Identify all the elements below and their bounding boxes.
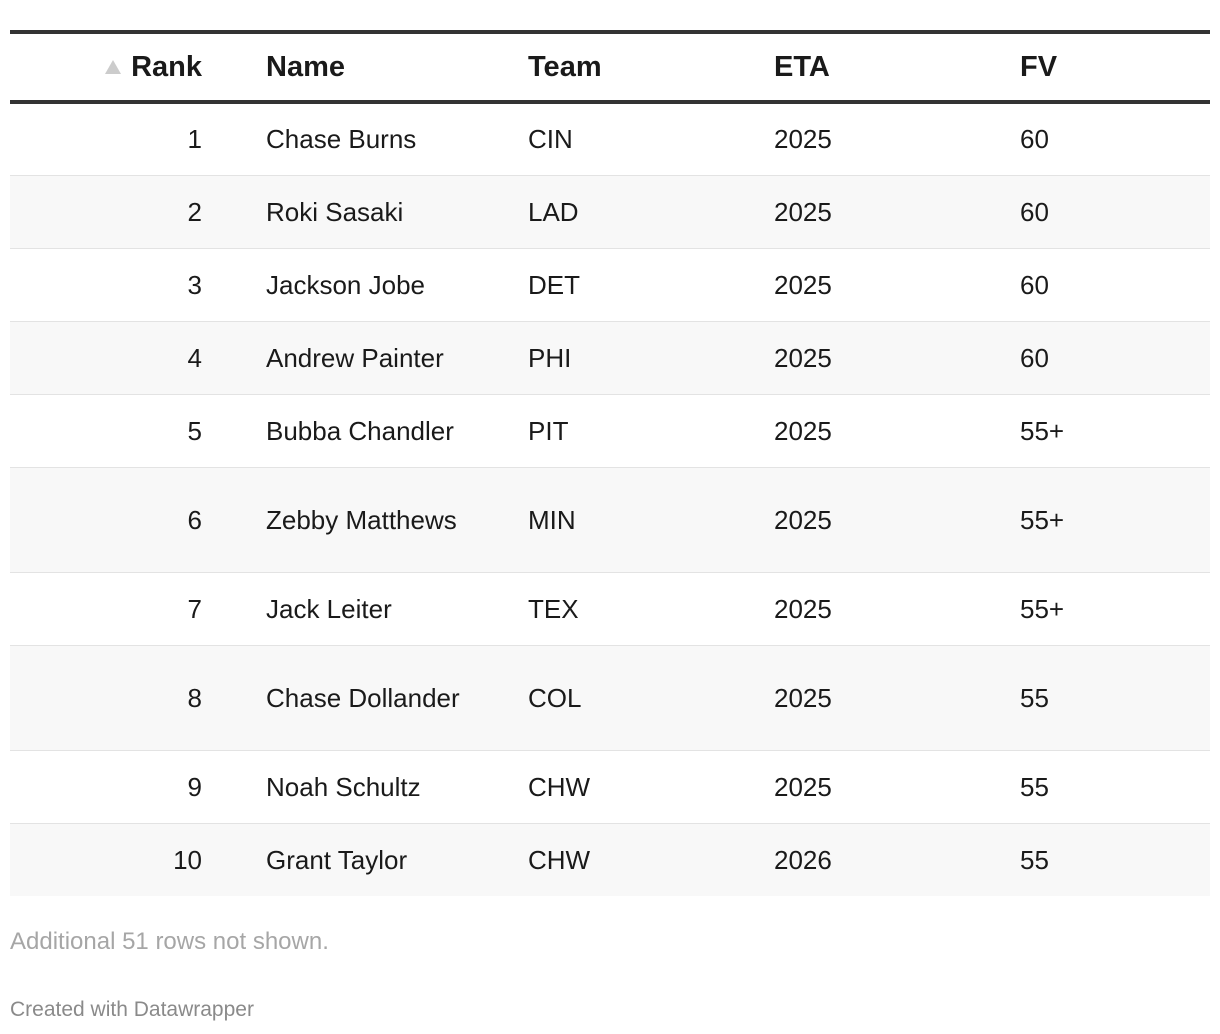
table-row: 1 Chase Burns CIN 2025 60: [10, 102, 1210, 176]
cell-name: Andrew Painter: [266, 321, 528, 395]
cell-gap: [202, 750, 266, 824]
cell-name: Bubba Chandler: [266, 394, 528, 468]
prospects-table: Rank Name Team ETA FV 1 Chase Burns CIN 202…: [10, 30, 1210, 896]
table-row: 5 Bubba Chandler PIT 2025 55+: [10, 394, 1210, 468]
cell-gap: [202, 572, 266, 646]
cell-team: CHW: [528, 750, 774, 824]
cell-fv: 55+: [1020, 572, 1210, 646]
cell-rank: 6: [10, 467, 202, 573]
table-row: 4 Andrew Painter PHI 2025 60: [10, 321, 1210, 395]
table-row: 9 Noah Schultz CHW 2025 55: [10, 750, 1210, 824]
column-header-name[interactable]: Name: [266, 30, 528, 104]
cell-team: COL: [528, 645, 774, 751]
cell-gap: [202, 248, 266, 322]
cell-fv: 60: [1020, 175, 1210, 249]
cell-team: LAD: [528, 175, 774, 249]
cell-rank: 3: [10, 248, 202, 322]
column-header-rank[interactable]: Rank: [10, 30, 202, 104]
cell-team: CHW: [528, 823, 774, 896]
cell-name: Chase Burns: [266, 102, 528, 176]
cell-rank: 1: [10, 102, 202, 176]
cell-team: MIN: [528, 467, 774, 573]
column-header-team[interactable]: Team: [528, 30, 774, 104]
cell-fv: 60: [1020, 102, 1210, 176]
cell-team: PHI: [528, 321, 774, 395]
cell-eta: 2025: [774, 248, 1020, 322]
cell-rank: 7: [10, 572, 202, 646]
cell-fv: 55: [1020, 750, 1210, 824]
cell-gap: [202, 175, 266, 249]
column-header-rank-label: Rank: [131, 50, 202, 83]
table-row: 7 Jack Leiter TEX 2025 55+: [10, 572, 1210, 646]
cell-eta: 2025: [774, 645, 1020, 751]
cell-rank: 8: [10, 645, 202, 751]
cell-rank: 2: [10, 175, 202, 249]
cell-gap: [202, 467, 266, 573]
table-row: 6 Zebby Matthews MIN 2025 55+: [10, 467, 1210, 573]
cell-team: DET: [528, 248, 774, 322]
cell-name: Jack Leiter: [266, 572, 528, 646]
cell-name: Zebby Matthews: [266, 467, 528, 573]
cell-fv: 55: [1020, 823, 1210, 896]
column-header-fv[interactable]: FV: [1020, 30, 1210, 104]
cell-name: Chase Dollander: [266, 645, 528, 751]
cell-gap: [202, 645, 266, 751]
cell-eta: 2025: [774, 394, 1020, 468]
cell-team: TEX: [528, 572, 774, 646]
column-gap: [202, 30, 266, 104]
table-body: 1 Chase Burns CIN 2025 60 2 Roki Sasaki LAD 2025…: [10, 102, 1210, 896]
cell-gap: [202, 102, 266, 176]
cell-eta: 2026: [774, 823, 1020, 896]
cell-rank: 4: [10, 321, 202, 395]
cell-eta: 2025: [774, 572, 1020, 646]
datawrapper-credit[interactable]: Created with Datawrapper: [10, 998, 254, 1021]
cell-eta: 2025: [774, 750, 1020, 824]
column-header-eta[interactable]: ETA: [774, 30, 1020, 104]
cell-team: CIN: [528, 102, 774, 176]
cell-rank: 5: [10, 394, 202, 468]
cell-fv: 60: [1020, 321, 1210, 395]
cell-eta: 2025: [774, 102, 1020, 176]
cell-name: Noah Schultz: [266, 750, 528, 824]
cell-gap: [202, 823, 266, 896]
cell-eta: 2025: [774, 175, 1020, 249]
table-container: Rank Name Team ETA FV 1 Chase Burns CIN 202…: [10, 30, 1210, 896]
table-footnote: Additional 51 rows not shown.: [10, 928, 329, 955]
table-row: 3 Jackson Jobe DET 2025 60: [10, 248, 1210, 322]
triangle-up-icon: [105, 59, 122, 74]
cell-gap: [202, 394, 266, 468]
table-header-row: Rank Name Team ETA FV: [10, 30, 1210, 104]
cell-team: PIT: [528, 394, 774, 468]
cell-gap: [202, 321, 266, 395]
table-row: 2 Roki Sasaki LAD 2025 60: [10, 175, 1210, 249]
cell-rank: 10: [10, 823, 202, 896]
cell-fv: 55: [1020, 645, 1210, 751]
cell-eta: 2025: [774, 467, 1020, 573]
table-row: 8 Chase Dollander COL 2025 55: [10, 645, 1210, 751]
cell-eta: 2025: [774, 321, 1020, 395]
cell-fv: 55+: [1020, 394, 1210, 468]
table-row: 10 Grant Taylor CHW 2026 55: [10, 823, 1210, 896]
cell-name: Grant Taylor: [266, 823, 528, 896]
cell-name: Roki Sasaki: [266, 175, 528, 249]
cell-rank: 9: [10, 750, 202, 824]
cell-name: Jackson Jobe: [266, 248, 528, 322]
cell-fv: 60: [1020, 248, 1210, 322]
cell-fv: 55+: [1020, 467, 1210, 573]
